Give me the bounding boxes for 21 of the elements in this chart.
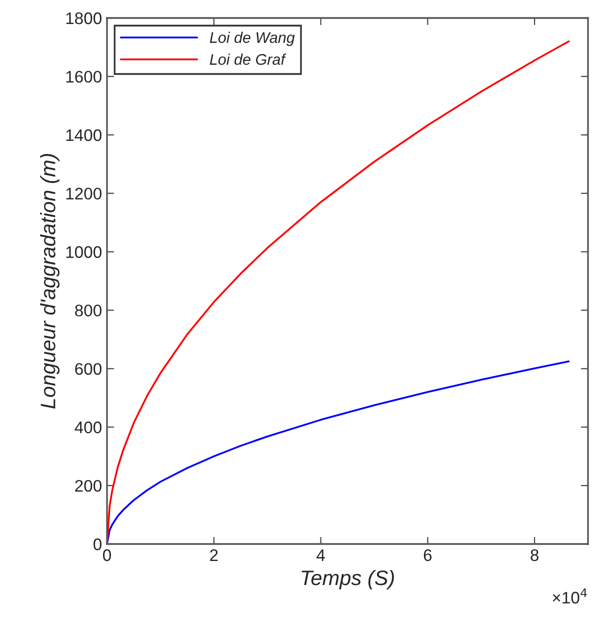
y-tick-label: 600 <box>75 363 102 375</box>
x-tick-label: 0 <box>103 549 111 562</box>
x-tick-label: 2 <box>210 549 218 561</box>
y-tick-label: 1800 <box>66 12 102 24</box>
y-tick-label: 1400 <box>66 129 102 142</box>
y-tick-label: 0 <box>94 538 102 550</box>
x-tick-label: 8 <box>530 549 538 562</box>
text: ×10$^{4}$ <box>552 588 587 604</box>
y-axis-title: Longueur d'aggradation (m) <box>40 154 60 409</box>
y-tick-label: 1200 <box>66 188 102 200</box>
y-tick-label: 1000 <box>66 246 102 258</box>
y-tick-label: 1600 <box>66 70 102 83</box>
x-tick-label: 6 <box>424 549 432 562</box>
line-series <box>107 360 570 544</box>
legend-label: Loi de Wang <box>210 32 295 46</box>
y-tick-label: 400 <box>74 422 102 434</box>
legend-label: Loi de Graf <box>210 54 286 65</box>
y-tick-label: 800 <box>75 304 102 316</box>
y-tick-label: 200 <box>75 480 102 492</box>
x-axis-title: Temps (S) <box>302 570 394 590</box>
x-tick-label: 4 <box>316 549 325 561</box>
